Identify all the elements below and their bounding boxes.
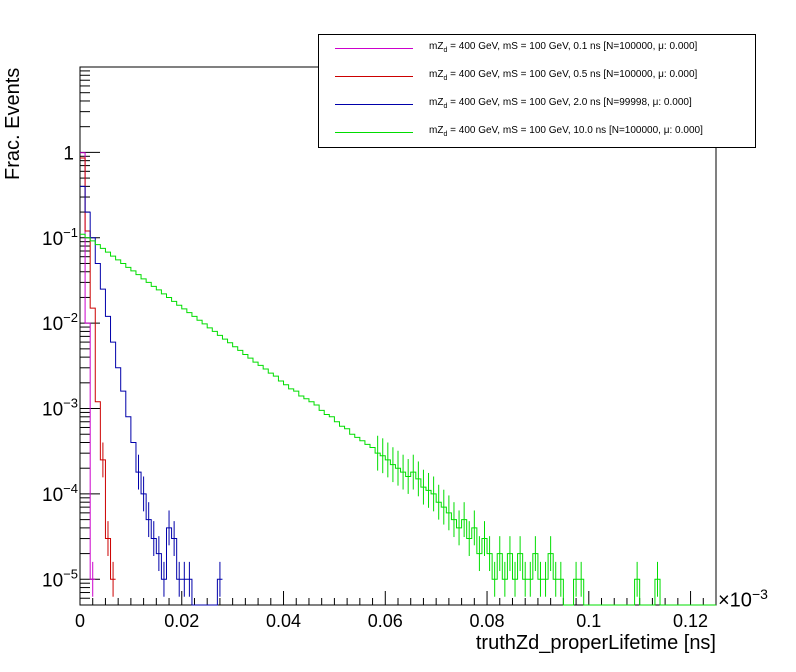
legend-label-1-prefix: mZ xyxy=(429,69,444,80)
x-tick-label: 0.1 xyxy=(576,611,601,631)
x-tick-label: 0.12 xyxy=(673,611,708,631)
x-tick-label: 0.02 xyxy=(164,611,199,631)
legend-entry-2: mZd = 400 GeV, mS = 100 GeV, 2.0 ns [N=9… xyxy=(319,91,755,119)
legend-label-3-rest: = 400 GeV, mS = 100 GeV, 10.0 ns [N=1000… xyxy=(447,125,703,136)
series-line-1 xyxy=(80,157,116,580)
legend-entry-3: mZd = 400 GeV, mS = 100 GeV, 10.0 ns [N=… xyxy=(319,119,755,147)
x-axis-multiplier: ×10−3 xyxy=(718,586,768,613)
y-tick-label: 10−2 xyxy=(42,310,78,335)
x-tick-label: 0.06 xyxy=(368,611,403,631)
legend-label-2-sub: d xyxy=(443,103,448,110)
legend-label-0-sub: d xyxy=(443,47,448,54)
legend-label-1: mZd = 400 GeV, mS = 100 GeV, 0.5 ns [N=1… xyxy=(429,69,697,82)
x-axis-multiplier-base: ×10 xyxy=(718,589,752,612)
legend-entry-1: mZd = 400 GeV, mS = 100 GeV, 0.5 ns [N=1… xyxy=(319,63,755,91)
y-tick-label: 10−3 xyxy=(42,396,78,421)
x-axis-label: truthZd_properLifetime [ns] xyxy=(475,632,716,654)
y-tick-label: 10−1 xyxy=(42,225,78,250)
y-axis-label: Frac. Events xyxy=(2,67,24,180)
legend-label-1-rest: = 400 GeV, mS = 100 GeV, 0.5 ns [N=10000… xyxy=(447,69,698,80)
legend-label-3: mZd = 400 GeV, mS = 100 GeV, 10.0 ns [N=… xyxy=(429,125,703,138)
series-line-3 xyxy=(80,233,716,606)
y-tick-label: 1 xyxy=(63,143,74,164)
y-tick-label: 10−5 xyxy=(42,566,78,591)
legend-swatch-0 xyxy=(335,48,413,49)
y-tick-label: 10−4 xyxy=(42,481,78,506)
legend-entry-0: mZd = 400 GeV, mS = 100 GeV, 0.1 ns [N=1… xyxy=(319,35,755,63)
legend-label-0-prefix: mZ xyxy=(429,41,444,52)
legend-swatch-1 xyxy=(335,76,413,77)
legend-swatch-3 xyxy=(335,132,413,133)
legend-label-2-rest: = 400 GeV, mS = 100 GeV, 2.0 ns [N=99998… xyxy=(447,97,692,108)
series-line-0 xyxy=(80,152,96,580)
legend-label-0-rest: = 400 GeV, mS = 100 GeV, 0.1 ns [N=10000… xyxy=(447,41,698,52)
x-axis-multiplier-exp: −3 xyxy=(751,586,768,602)
x-tick-label: 0.08 xyxy=(470,611,505,631)
legend-label-3-sub: d xyxy=(443,131,448,138)
x-tick-label: 0 xyxy=(75,611,85,631)
legend-label-2-prefix: mZ xyxy=(429,97,444,108)
legend-label-2: mZd = 400 GeV, mS = 100 GeV, 2.0 ns [N=9… xyxy=(429,97,692,110)
legend: mZd = 400 GeV, mS = 100 GeV, 0.1 ns [N=1… xyxy=(318,34,756,148)
x-tick-label: 0.04 xyxy=(266,611,301,631)
legend-label-1-sub: d xyxy=(443,75,448,82)
series-line-2 xyxy=(80,185,223,606)
legend-swatch-2 xyxy=(335,104,413,105)
legend-label-3-prefix: mZ xyxy=(429,125,444,136)
legend-label-0: mZd = 400 GeV, mS = 100 GeV, 0.1 ns [N=1… xyxy=(429,41,697,54)
